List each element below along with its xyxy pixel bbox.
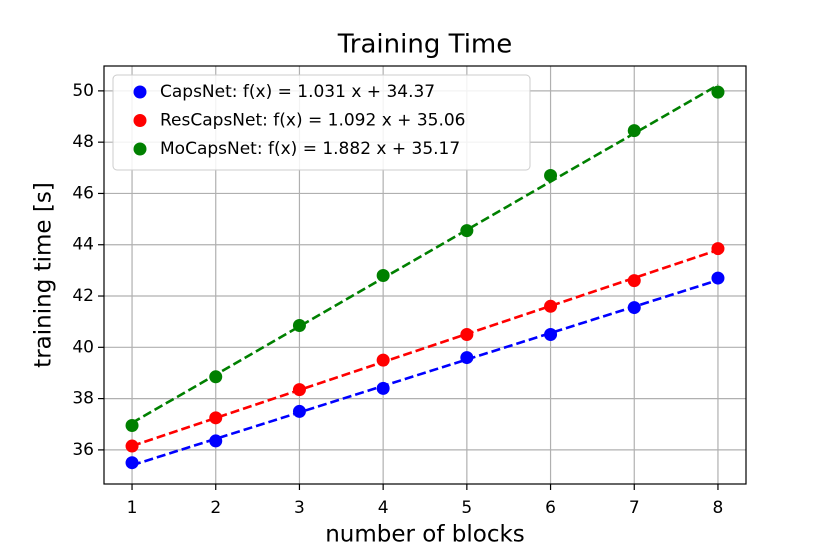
data-point	[209, 370, 223, 384]
data-point	[376, 381, 390, 395]
y-tick-label: 50	[72, 81, 94, 101]
data-point	[711, 271, 725, 285]
y-tick-label: 42	[72, 286, 94, 306]
data-point	[627, 124, 641, 138]
legend-marker	[133, 142, 147, 156]
legend-label: CapsNet: f(x) = 1.031 x + 34.37	[160, 82, 435, 102]
data-point	[376, 353, 390, 367]
data-point	[544, 327, 558, 341]
x-tick-label: 7	[629, 498, 640, 518]
y-tick-label: 48	[72, 132, 94, 152]
y-tick-label: 46	[72, 183, 94, 203]
x-tick-label: 2	[210, 498, 221, 518]
fit-line	[131, 248, 719, 448]
y-tick-label: 44	[72, 235, 94, 255]
data-point	[460, 351, 474, 365]
data-point	[544, 169, 558, 183]
chart-title: Training Time	[337, 30, 512, 60]
legend-box	[112, 74, 531, 171]
data-point	[209, 434, 223, 448]
x-tick-label: 8	[713, 498, 724, 518]
data-point	[711, 85, 725, 99]
data-point	[627, 301, 641, 315]
x-tick-label: 5	[461, 498, 472, 518]
data-point	[460, 327, 474, 341]
plot-frame	[103, 65, 747, 485]
x-tick-label: 3	[294, 498, 305, 518]
x-tick-label: 6	[545, 498, 556, 518]
data-point	[376, 269, 390, 283]
legend-label: MoCapsNet: f(x) = 1.882 x + 35.17	[160, 139, 460, 159]
data-point	[125, 456, 139, 470]
x-axis-label: number of blocks	[325, 522, 525, 548]
data-point	[460, 224, 474, 238]
legend-label: ResCapsNet: f(x) = 1.092 x + 35.06	[160, 111, 466, 131]
x-tick-label: 1	[127, 498, 138, 518]
data-point	[292, 319, 306, 333]
legend-marker	[133, 114, 147, 127]
data-point	[711, 242, 725, 256]
data-point	[627, 274, 641, 288]
data-point	[209, 411, 223, 425]
y-tick-label: 38	[72, 389, 94, 409]
data-point	[125, 419, 139, 433]
data-point	[292, 383, 306, 397]
legend: CapsNet: f(x) = 1.031 x + 34.37 ResCapsNe…	[112, 74, 531, 171]
data-point	[292, 404, 306, 418]
data-point	[544, 299, 558, 313]
legend-marker	[133, 85, 147, 99]
data-point	[125, 439, 139, 453]
fit-line	[131, 83, 719, 425]
y-tick-label: 40	[72, 337, 94, 357]
y-axis-label: training time [s]	[31, 182, 57, 368]
y-tick-label: 36	[72, 440, 94, 460]
x-tick-label: 4	[378, 498, 389, 518]
fit-line	[131, 278, 719, 467]
